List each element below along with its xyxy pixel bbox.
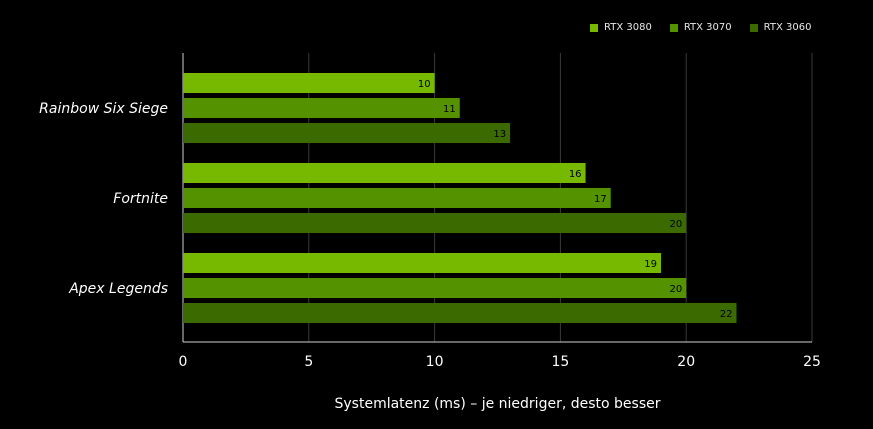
x-axis-title: Systemlatenz (ms) – je niedriger, desto … (335, 396, 661, 412)
bar (183, 213, 687, 233)
legend-label-rtx3060: RTX 3060 (763, 22, 812, 33)
x-tick-label: 25 (803, 354, 821, 370)
category-label: Apex Legends (68, 281, 168, 297)
legend: RTX 3080 RTX 3070 RTX 3060 (590, 22, 811, 33)
legend-item-rtx3080: RTX 3080 (590, 22, 652, 33)
data-label: 22 (720, 309, 733, 320)
bar (183, 163, 586, 183)
legend-swatch-rtx3080 (590, 23, 598, 32)
data-label: 20 (669, 219, 682, 230)
x-tick-label: 15 (551, 354, 569, 370)
x-tick-label: 20 (677, 354, 695, 370)
legend-swatch-rtx3070 (669, 23, 678, 32)
bar (183, 123, 511, 143)
legend-label-rtx3080: RTX 3080 (604, 22, 652, 33)
data-label: 16 (569, 169, 582, 180)
legend-item-rtx3070: RTX 3070 (669, 22, 732, 33)
category-label: Fortnite (113, 191, 168, 207)
data-label: 20 (669, 284, 682, 295)
data-label: 19 (644, 259, 657, 270)
x-tick-label: 5 (304, 354, 313, 370)
data-label: 13 (493, 129, 506, 140)
x-tick-label: 10 (426, 354, 444, 370)
data-label: 17 (594, 194, 607, 205)
bar (183, 303, 737, 323)
data-label: 11 (443, 104, 456, 115)
bar (183, 278, 687, 298)
data-label: 10 (418, 79, 431, 90)
bar (183, 253, 662, 273)
bar (183, 188, 611, 208)
x-tick-label: 0 (179, 354, 188, 370)
legend-item-rtx3060: RTX 3060 (749, 22, 812, 33)
bar (183, 73, 435, 93)
category-label: Rainbow Six Siege (39, 101, 168, 117)
legend-label-rtx3070: RTX 3070 (683, 22, 732, 33)
bar (183, 98, 460, 118)
legend-swatch-rtx3060 (749, 23, 758, 32)
